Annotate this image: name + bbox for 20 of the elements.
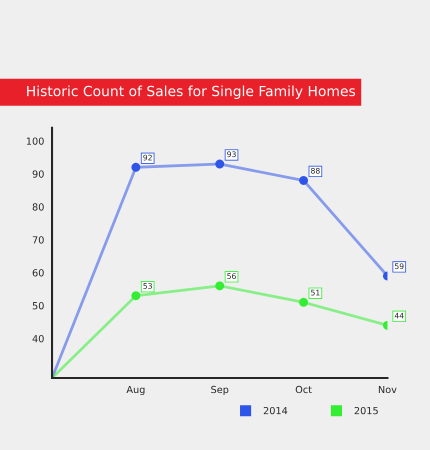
x-tick-label: Nov bbox=[378, 386, 397, 394]
point bbox=[299, 176, 308, 185]
point bbox=[215, 160, 224, 169]
legend-label: 2014 bbox=[264, 406, 288, 414]
legend-label: 2015 bbox=[354, 406, 378, 414]
y-tick-label: 50 bbox=[32, 302, 44, 310]
y-tick-label: 80 bbox=[32, 203, 44, 211]
point bbox=[215, 281, 224, 290]
y-tick-label: 40 bbox=[32, 334, 44, 342]
y-tick-label: 100 bbox=[26, 137, 44, 145]
chart-title: Historic Count of Sales for Single Family Homes bbox=[27, 86, 356, 99]
x-tick-label: Sep bbox=[211, 386, 228, 396]
point bbox=[299, 298, 308, 307]
y-tick-label: 90 bbox=[32, 170, 44, 178]
x-tick-label: Aug bbox=[126, 386, 144, 396]
point bbox=[131, 291, 140, 300]
y-tick-label: 70 bbox=[32, 236, 44, 244]
y-tick-label: 60 bbox=[32, 269, 44, 276]
point bbox=[131, 162, 140, 172]
x-tick-label: Oct bbox=[296, 386, 312, 394]
